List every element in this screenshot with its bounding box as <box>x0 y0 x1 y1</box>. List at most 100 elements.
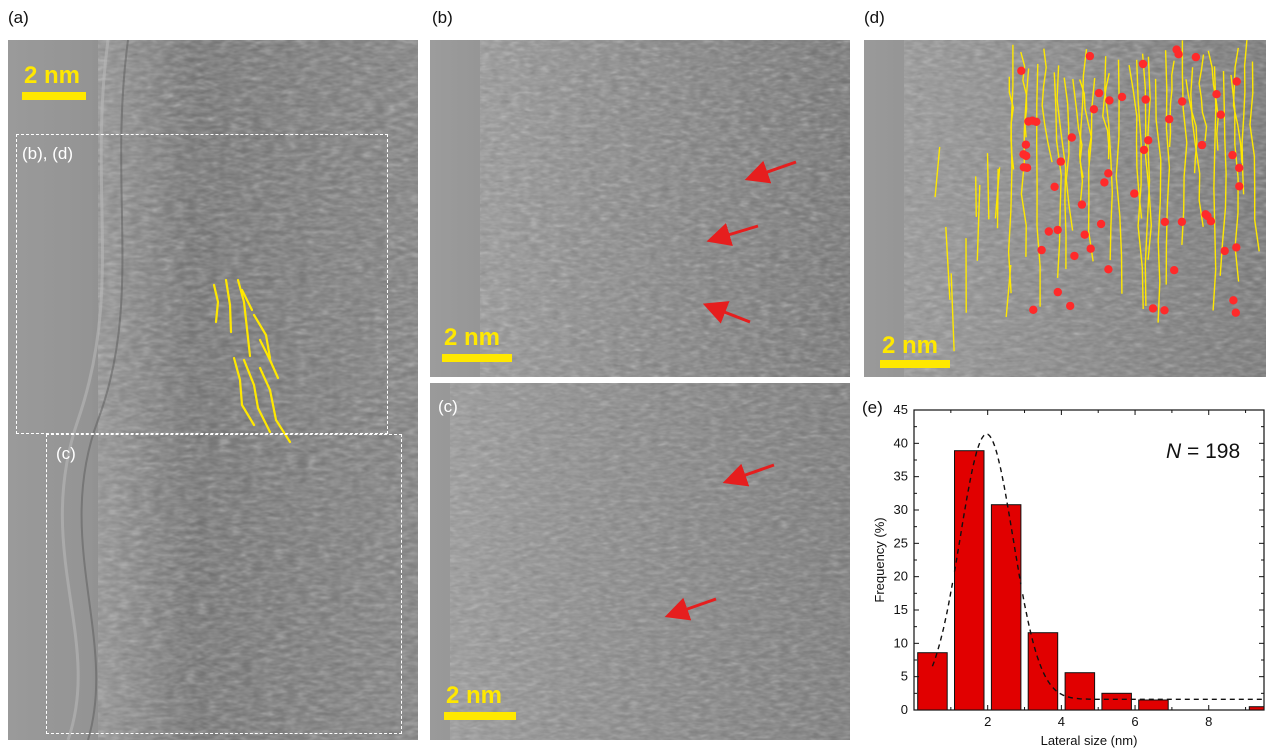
defect-marker <box>1138 59 1148 69</box>
defect-marker <box>1100 178 1109 187</box>
x-tick-label: 2 <box>984 714 991 729</box>
fringe-trace <box>975 176 977 217</box>
defect-marker <box>1066 301 1075 311</box>
arrow-icon <box>744 160 797 184</box>
arrow-icon <box>702 301 751 324</box>
y-tick-label: 30 <box>894 502 908 517</box>
fringe-trace <box>1185 79 1198 174</box>
fringe-trace <box>1154 78 1162 323</box>
panel-a-letter: (a) <box>8 8 29 27</box>
fringe-trace <box>1020 68 1030 257</box>
fringe-trace <box>1128 64 1143 219</box>
fringe-trace <box>1168 60 1175 148</box>
defect-marker <box>1070 251 1079 261</box>
defect-marker <box>1165 115 1174 124</box>
histogram-chart: 0 5 10 15 20 25 30 35 40 45 2 4 6 8 Frequency (%) Lat… <box>872 402 1265 748</box>
fringe-trace <box>996 168 999 229</box>
defect-marker <box>1019 150 1028 159</box>
tem-texture-b <box>430 40 850 377</box>
histogram-bar <box>1248 706 1265 711</box>
tem-texture-c <box>430 383 850 740</box>
fringe-trace <box>1007 44 1014 294</box>
defect-marker <box>1053 287 1062 297</box>
tem-image-c <box>430 383 850 740</box>
fringe-trace <box>1219 70 1227 276</box>
fringe-traces-a <box>212 278 292 444</box>
fringe-trace <box>1053 72 1062 278</box>
x-tick-label: 8 <box>1205 714 1212 729</box>
fringe-trace <box>1035 63 1041 307</box>
defect-marker <box>1174 50 1183 59</box>
defect-marker <box>1085 51 1095 61</box>
defect-marker <box>1094 88 1104 98</box>
fringe-trace <box>945 226 951 300</box>
fringe-trace <box>1249 61 1260 252</box>
fringe-trace <box>1041 48 1053 163</box>
panel-c-inset-label: (c) <box>438 397 458 416</box>
fringe-trace <box>986 153 990 220</box>
defect-marker <box>1056 157 1065 166</box>
histogram-bar <box>1027 632 1059 711</box>
x-axis-label: Lateral size (nm) <box>1041 733 1138 748</box>
defect-marker <box>1229 296 1238 305</box>
fringe-trace <box>1079 79 1092 166</box>
y-tick-label: 45 <box>894 402 908 417</box>
defect-marker <box>1053 225 1062 235</box>
fringe-trace <box>1141 53 1153 260</box>
y-axis-label: Frequency (%) <box>872 517 887 602</box>
defect-marker <box>1044 227 1053 236</box>
scalebar-label-c: 2 nm <box>446 682 503 709</box>
fringe-trace <box>1212 66 1217 311</box>
defect-marker <box>1086 244 1095 253</box>
y-tick-label: 10 <box>894 635 908 650</box>
fringe-trace <box>1078 49 1088 209</box>
defect-marker <box>1235 163 1244 173</box>
y-tick-label: 5 <box>901 669 908 684</box>
fringe-trace <box>934 146 941 198</box>
defect-marker <box>1104 169 1113 178</box>
defect-marker <box>1212 90 1221 99</box>
defect-marker <box>1141 95 1150 104</box>
panel-b-letter: (b) <box>432 8 453 27</box>
y-tick-label: 20 <box>894 569 908 584</box>
fringe-trace <box>1056 65 1067 270</box>
sample-count-var: N <box>1166 440 1182 463</box>
defect-marker <box>1067 133 1076 142</box>
defect-marker <box>1216 110 1225 119</box>
defect-marker <box>1191 52 1201 62</box>
defect-marker <box>1160 217 1170 227</box>
sample-count-value: = 198 <box>1181 440 1240 463</box>
y-tick-label: 25 <box>894 535 908 550</box>
defect-marker <box>1232 77 1241 86</box>
panel-d-letter: (d) <box>864 8 885 27</box>
defect-marker <box>1089 105 1099 114</box>
defect-marker <box>1206 217 1216 226</box>
defect-marker <box>1029 305 1038 314</box>
fringe-trace <box>1164 50 1171 285</box>
y-tick-label: 0 <box>901 702 908 717</box>
defect-marker <box>1177 217 1187 226</box>
scalebar-b <box>442 354 512 362</box>
fringe-trace <box>1136 59 1144 310</box>
defect-marker <box>1105 96 1114 105</box>
fringe-overlay-d <box>934 40 1260 352</box>
defect-marker <box>1080 230 1089 239</box>
defect-marker <box>1148 304 1158 313</box>
fringe-trace <box>1190 67 1204 228</box>
panel-e-letter: (e) <box>862 398 883 417</box>
scalebar-label-b: 2 nm <box>444 324 501 351</box>
y-tick-label: 40 <box>894 435 908 450</box>
region-box-bd-label: (b), (d) <box>22 144 73 163</box>
sample-count-annotation: N = 198 <box>1166 440 1240 463</box>
defect-marker <box>1019 163 1028 172</box>
defect-marker <box>1021 140 1031 149</box>
defect-marker <box>1117 92 1127 102</box>
fringe-trace <box>1198 54 1208 142</box>
arrow-icon <box>722 463 775 487</box>
arrows-b <box>702 160 797 324</box>
histogram-bar <box>1138 699 1169 711</box>
fringe-trace <box>1005 264 1012 318</box>
region-box-bd <box>16 134 388 434</box>
defect-marker <box>1144 136 1153 145</box>
defect-marker <box>1130 189 1139 198</box>
